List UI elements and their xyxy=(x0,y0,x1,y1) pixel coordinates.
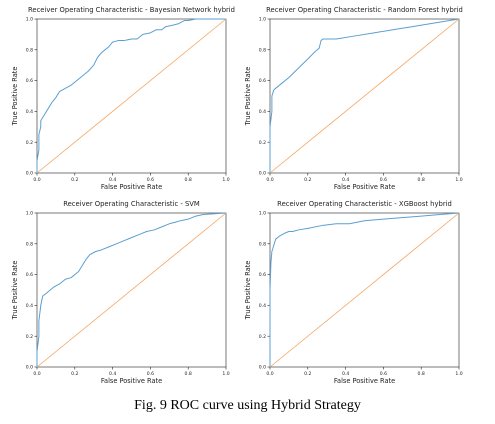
x-tick-label: 0.8 xyxy=(418,371,425,377)
chance-diagonal-line xyxy=(36,18,227,174)
y-tick-label: 1.0 xyxy=(259,211,266,217)
plot-frame xyxy=(36,18,227,174)
y-tick-label: 1.0 xyxy=(26,211,33,217)
roc-curve-line xyxy=(36,212,227,367)
x-tick-label: 0.4 xyxy=(109,177,116,183)
figure-caption: Fig. 9 ROC curve using Hybrid Strategy xyxy=(134,398,361,413)
y-tick-label: 0.6 xyxy=(259,78,266,84)
plot-frame xyxy=(36,212,227,368)
roc-curve-line xyxy=(269,212,460,367)
roc-curve-line xyxy=(269,18,460,173)
x-tick-label: 0.4 xyxy=(342,177,349,183)
y-tick-label: 0.6 xyxy=(26,272,33,278)
x-tick-label: 0.4 xyxy=(342,371,349,377)
y-tick-label: 0.2 xyxy=(259,140,266,146)
y-tick-label: 0.2 xyxy=(259,334,266,340)
y-tick-label: 0.2 xyxy=(26,334,33,340)
x-tick-label: 1.0 xyxy=(222,177,229,183)
y-tick-label: 0.8 xyxy=(26,241,33,247)
x-tick-label: 0.2 xyxy=(71,177,78,183)
chart-title: Receiver Operating Characteristic - Rand… xyxy=(266,6,463,14)
y-tick-label: 0.8 xyxy=(26,47,33,53)
y-tick-label: 1.0 xyxy=(26,17,33,23)
y-tick-label: 0.0 xyxy=(26,171,33,177)
x-tick-label: 1.0 xyxy=(455,371,462,377)
chart-title: Receiver Operating Characteristic - SVM xyxy=(63,200,200,208)
x-axis-label: False Positive Rate xyxy=(334,377,395,385)
y-axis-label: True Positive Rate xyxy=(11,261,19,321)
chance-diagonal-line xyxy=(36,212,227,368)
x-tick-label: 0.6 xyxy=(380,177,387,183)
y-tick-label: 0.4 xyxy=(259,303,266,309)
x-tick-label: 0.6 xyxy=(380,371,387,377)
y-tick-label: 0.8 xyxy=(259,47,266,53)
x-tick-label: 0.8 xyxy=(418,177,425,183)
y-tick-label: 0.8 xyxy=(259,241,266,247)
x-axis-label: False Positive Rate xyxy=(101,183,162,191)
chance-diagonal-line xyxy=(269,18,460,174)
y-axis-label: True Positive Rate xyxy=(244,67,252,127)
x-axis-label: False Positive Rate xyxy=(101,377,162,385)
x-tick-label: 0.6 xyxy=(147,177,154,183)
y-tick-label: 0.0 xyxy=(259,171,266,177)
x-tick-label: 0.2 xyxy=(304,177,311,183)
x-tick-label: 0.6 xyxy=(147,371,154,377)
x-tick-label: 0.0 xyxy=(266,177,273,183)
y-axis-label: True Positive Rate xyxy=(11,67,19,127)
y-tick-label: 1.0 xyxy=(259,17,266,23)
roc-curve-line xyxy=(36,18,226,173)
x-tick-label: 0.8 xyxy=(185,371,192,377)
x-tick-label: 0.0 xyxy=(266,371,273,377)
y-tick-label: 0.6 xyxy=(259,272,266,278)
chance-diagonal-line xyxy=(269,212,460,368)
y-tick-label: 0.0 xyxy=(259,365,266,371)
y-tick-label: 0.6 xyxy=(26,78,33,84)
y-tick-label: 0.2 xyxy=(26,140,33,146)
plot-frame xyxy=(269,18,460,174)
y-axis-label: True Positive Rate xyxy=(244,261,252,321)
x-tick-label: 1.0 xyxy=(222,371,229,377)
x-tick-label: 0.2 xyxy=(71,371,78,377)
chart-title: Receiver Operating Characteristic - XGBo… xyxy=(277,200,452,208)
y-tick-label: 0.4 xyxy=(26,109,33,115)
chart-title: Receiver Operating Characteristic - Baye… xyxy=(28,6,235,14)
x-tick-label: 1.0 xyxy=(455,177,462,183)
x-tick-label: 0.2 xyxy=(304,371,311,377)
x-tick-label: 0.8 xyxy=(185,177,192,183)
y-tick-label: 0.0 xyxy=(26,365,33,371)
x-tick-label: 0.4 xyxy=(109,371,116,377)
y-tick-label: 0.4 xyxy=(26,303,33,309)
x-axis-label: False Positive Rate xyxy=(334,183,395,191)
x-tick-label: 0.0 xyxy=(33,371,40,377)
y-tick-label: 0.4 xyxy=(259,109,266,115)
x-tick-label: 0.0 xyxy=(33,177,40,183)
